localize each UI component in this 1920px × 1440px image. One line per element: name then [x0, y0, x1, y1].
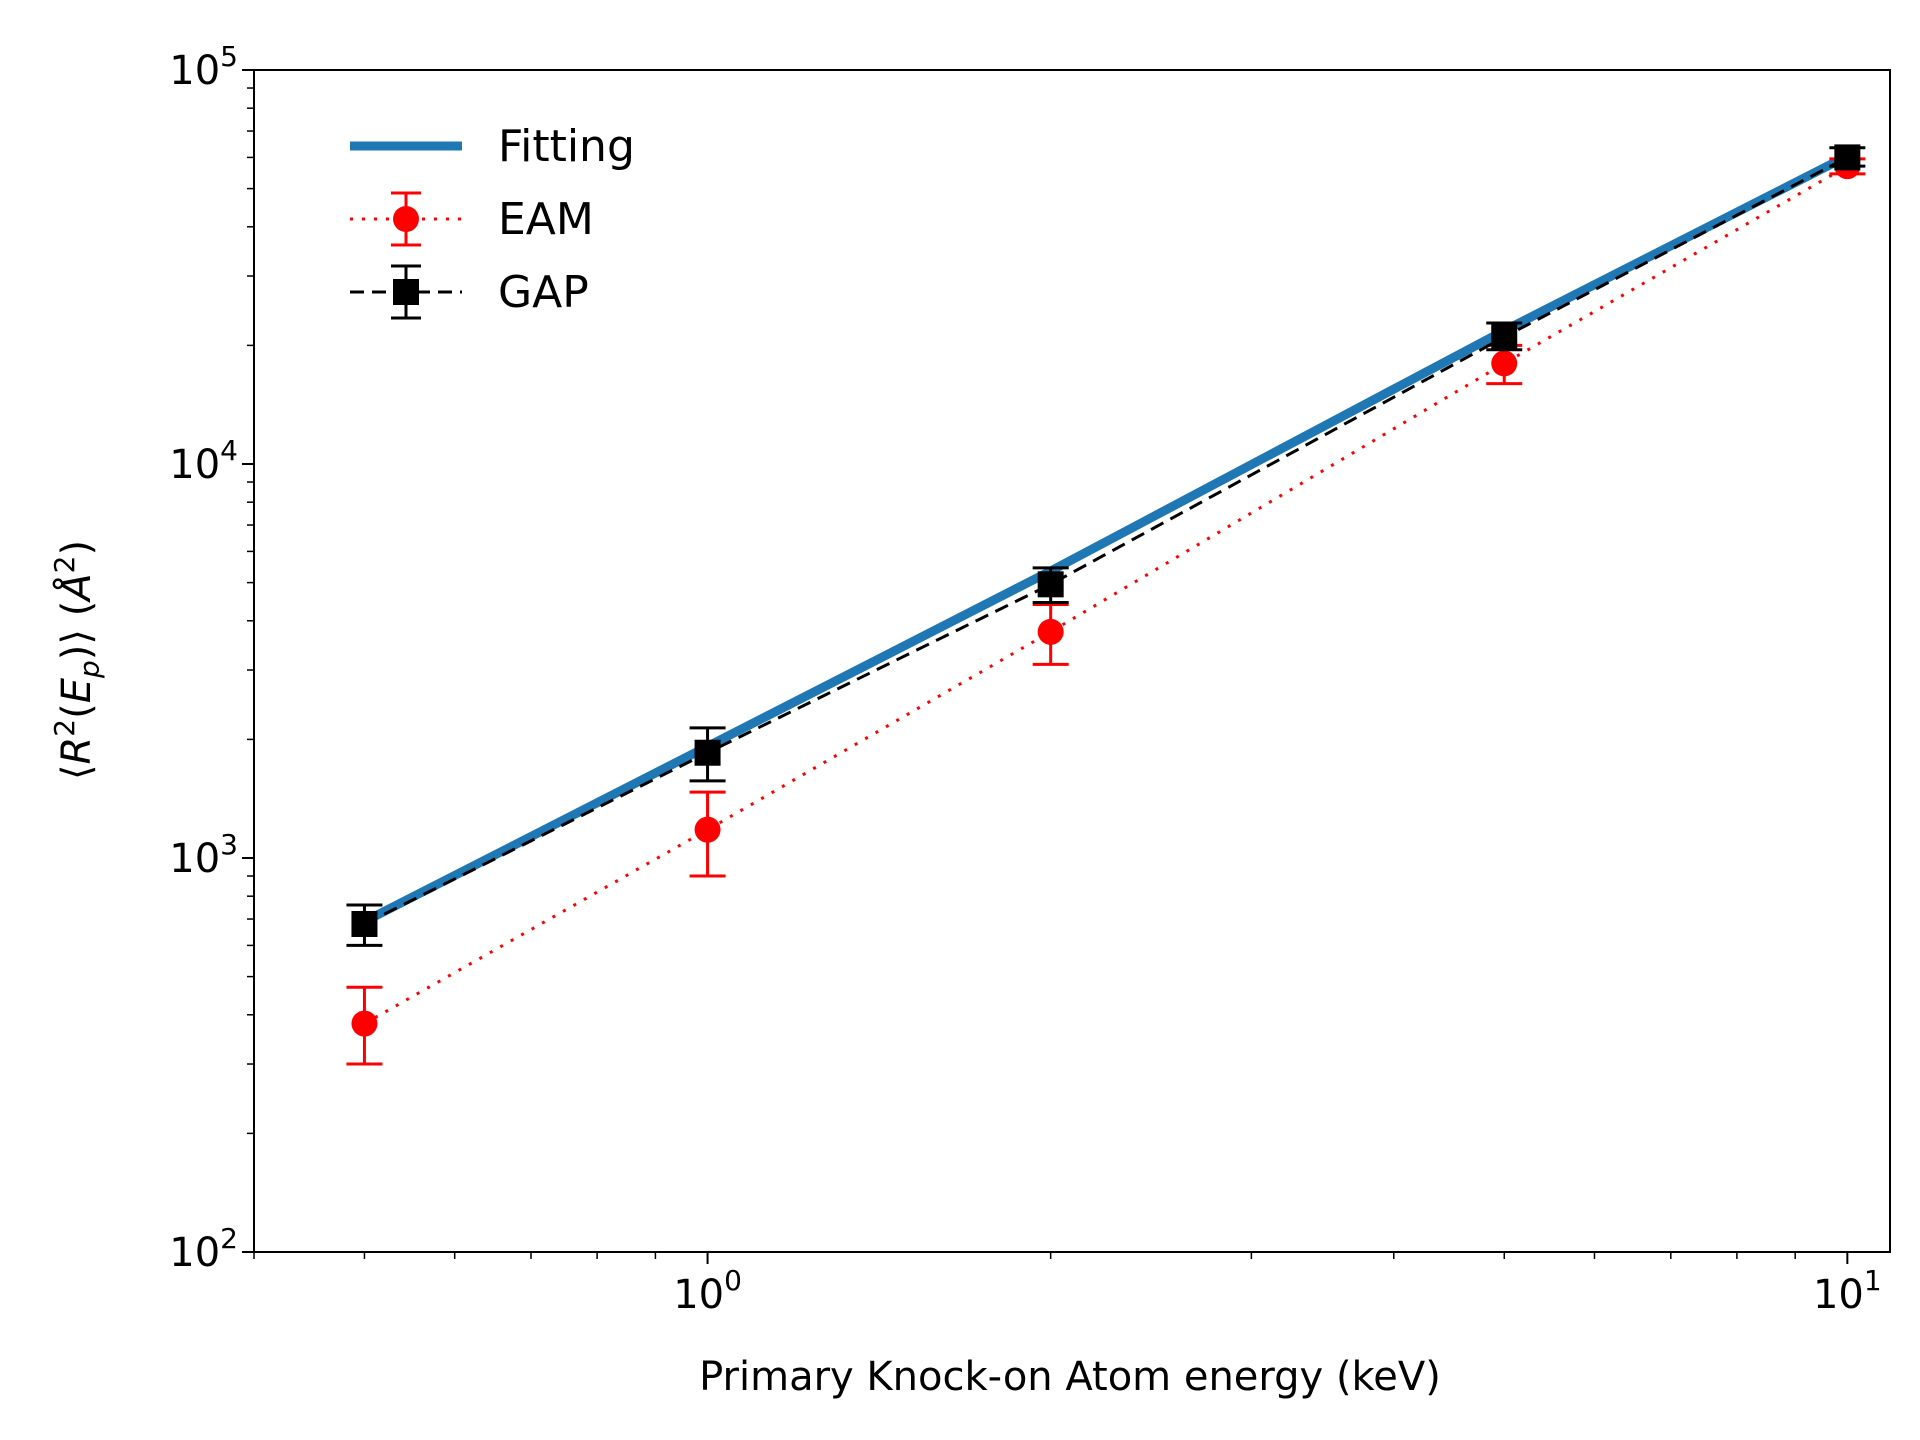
- data-point: [1037, 571, 1064, 598]
- series-gap: [346, 144, 1866, 947]
- legend-label: EAM: [498, 194, 594, 245]
- data-point: [1834, 144, 1861, 171]
- x-tick-label: 101: [1813, 1264, 1882, 1318]
- legend-marker: [393, 279, 419, 305]
- legend: Fitting EAM GAP: [350, 121, 635, 320]
- data-point: [694, 816, 721, 843]
- legend-marker: [393, 206, 419, 232]
- axes-layer: 102 103 104 105 100 101: [169, 40, 1891, 1318]
- y-tick-label: 104: [169, 434, 238, 488]
- plot-background: [254, 70, 1890, 1252]
- plot-area: [254, 70, 1890, 1252]
- legend-label: GAP: [498, 267, 589, 318]
- series-layer: [346, 144, 1866, 1066]
- data-point: [351, 1010, 378, 1037]
- y-tick-label: 105: [169, 40, 238, 94]
- x-tick-label: 100: [673, 1264, 742, 1318]
- data-point: [1491, 350, 1518, 377]
- series-line-gap: [363, 156, 1848, 926]
- legend-item-eam: EAM: [350, 191, 594, 247]
- data-point: [1491, 324, 1518, 351]
- legend-item-fitting: Fitting: [350, 121, 635, 172]
- legend-label: Fitting: [498, 121, 635, 172]
- legend-item-gap: GAP: [350, 264, 589, 320]
- plot-frame: [253, 69, 1891, 1253]
- data-point: [351, 910, 378, 937]
- data-point: [1037, 618, 1064, 645]
- x-axis-label: Primary Knock-on Atom energy (keV): [699, 1354, 1441, 1400]
- y-tick-label: 102: [169, 1222, 238, 1276]
- y-axis-label: ⟨R2(Ep)⟩ (Å2): [48, 540, 106, 780]
- data-point: [694, 739, 721, 766]
- y-tick-label: 103: [169, 828, 238, 882]
